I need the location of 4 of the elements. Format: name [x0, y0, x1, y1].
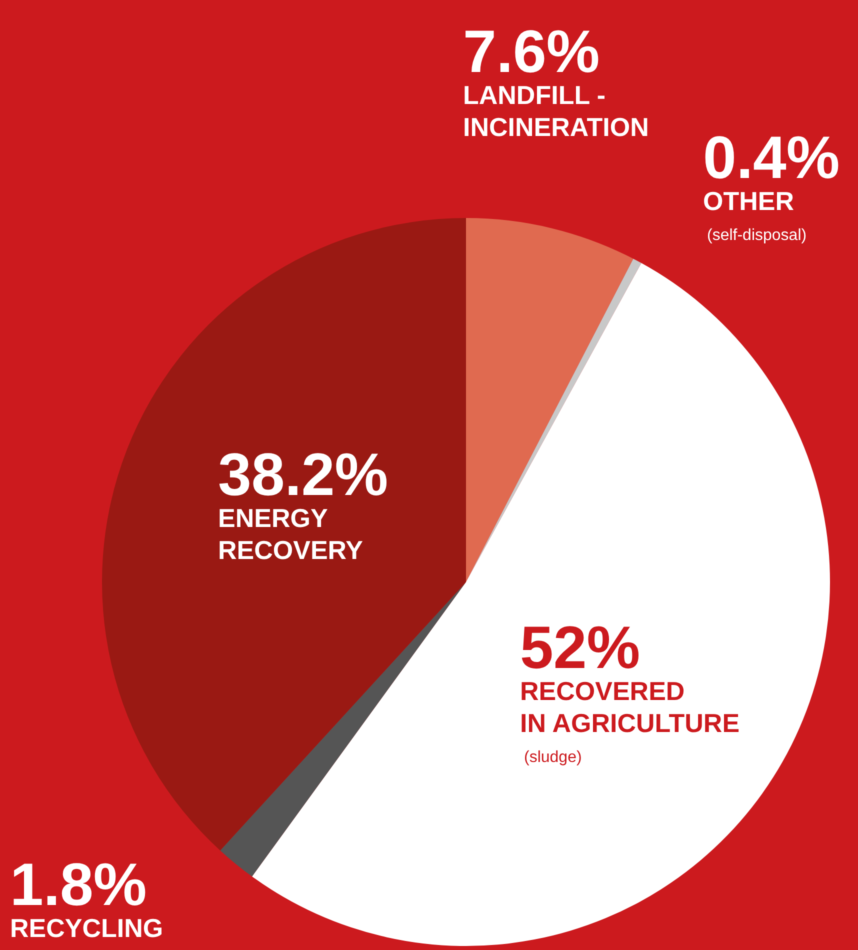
pie-slice: [220, 582, 466, 876]
pie-slice: [102, 218, 466, 850]
text: (self-disposal): [707, 227, 807, 244]
text: (sludge): [524, 749, 582, 766]
